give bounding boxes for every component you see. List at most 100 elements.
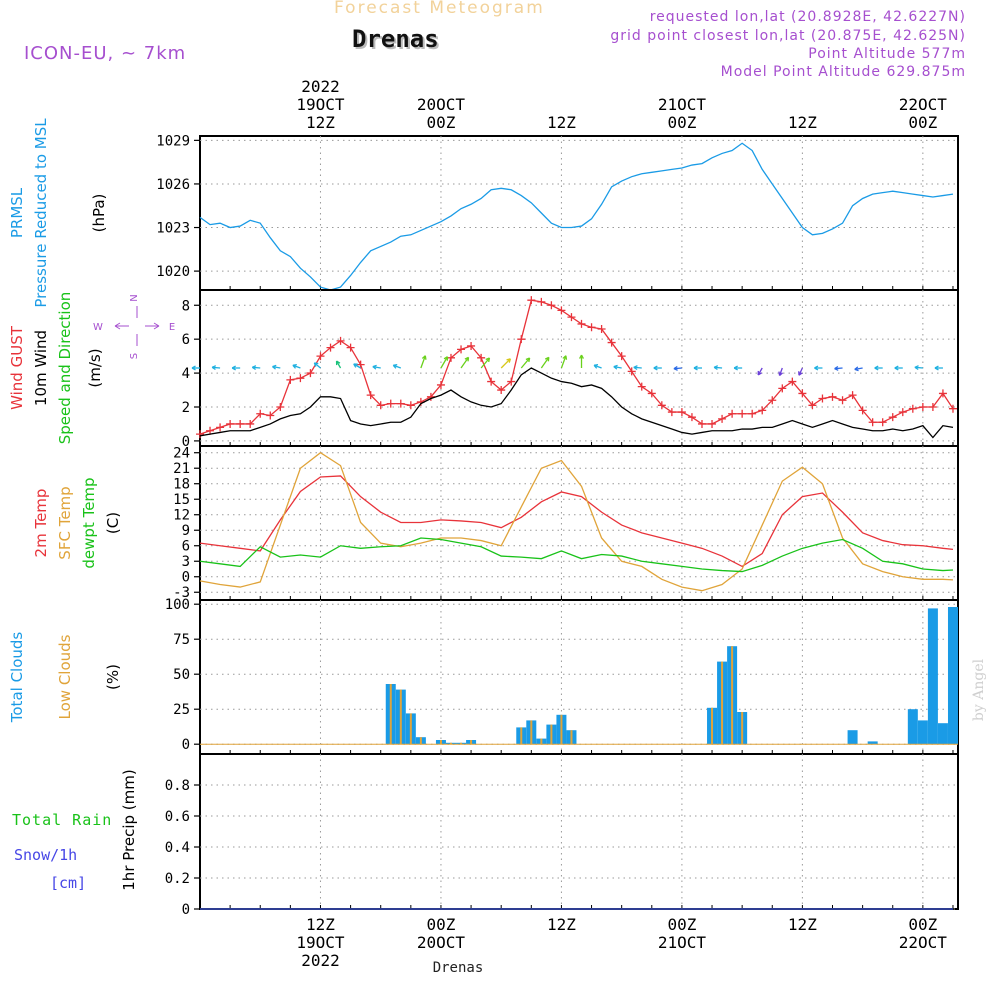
wind-arrow-head (934, 365, 939, 371)
bar-low-clouds (721, 661, 724, 745)
wind-arrow-head (443, 356, 449, 361)
snow-label: Snow/1h (14, 846, 77, 864)
gust-marker (828, 392, 837, 401)
wind-arrow-head (693, 365, 698, 371)
gust-marker (768, 396, 777, 405)
wind-direction-arrow (500, 358, 511, 369)
y-tick-label: 4 (182, 366, 190, 382)
panel-clouds: 0 25 50 75 100 (165, 597, 959, 755)
gust-marker (848, 391, 857, 400)
bar-low-clouds (439, 740, 442, 745)
wind-direction-arrow (540, 356, 550, 369)
gust-label: Wind GUST (8, 325, 26, 410)
dewpoint-label: dewpt Temp (80, 477, 98, 568)
bar-total-clouds (867, 741, 878, 745)
panel-wind: 0 2 4 6 8 (182, 289, 959, 450)
y-tick-label: 6 (182, 332, 190, 348)
gust-marker (647, 389, 656, 398)
gust-marker (477, 353, 486, 362)
wind-arrow-head (834, 365, 839, 371)
wind-arrow-head (211, 365, 217, 371)
gust-marker (938, 389, 947, 398)
panel-pressure: 1020 1023 1026 1029 (156, 133, 959, 291)
wind-arrow-head (292, 364, 297, 369)
gust-marker (587, 323, 596, 332)
y-tick-label: 0 (182, 570, 190, 586)
x-tick-label-top: 21OCT (658, 95, 707, 114)
temp-label: 2m Temp (32, 489, 50, 558)
bar-total-clouds (847, 730, 858, 745)
wind-arrow-head (613, 364, 618, 370)
gust-marker (276, 403, 285, 411)
gust-marker (718, 414, 727, 423)
y-tick-label: 1023 (156, 221, 190, 237)
x-tick-label-bottom: 12Z (306, 915, 335, 934)
wind-direction-label: Speed and Direction (56, 292, 74, 445)
gust-marker (748, 409, 757, 418)
requested-coords: requested lon,lat (20.8928E, 42.6227N) (649, 9, 966, 25)
wind-arrow-head (191, 365, 196, 371)
bar-total-clouds (917, 720, 928, 745)
gust-marker (547, 301, 556, 310)
y-tick-label: 1026 (156, 177, 190, 193)
series-line-wind (199, 367, 954, 439)
x-tick-label-bottom: 21OCT (658, 933, 707, 952)
y-tick-label: 6 (182, 539, 190, 555)
gust-marker (306, 369, 315, 378)
y-tick-label: 3 (182, 554, 190, 570)
x-tick-label-bottom: 20OCT (417, 933, 466, 952)
gust-marker (346, 343, 355, 352)
wind-arrow-head (544, 356, 550, 362)
x-tick-label-bottom: 12Z (547, 915, 576, 934)
x-tick-label-top: 19OCT (296, 95, 345, 114)
gust-marker (467, 341, 476, 350)
gust-marker (507, 377, 516, 386)
gust-marker (256, 409, 265, 418)
wind-unit: (m/s) (86, 348, 104, 387)
wind-label: 10m Wind (32, 330, 50, 406)
wind-arrow-head (525, 357, 531, 363)
wind-arrow-head (353, 363, 358, 368)
pressure-unit: (hPa) (90, 194, 108, 233)
gust-marker (457, 345, 466, 354)
wind-arrow-head (372, 364, 377, 370)
gust-marker (908, 404, 917, 413)
gust-marker (216, 423, 225, 432)
credit-watermark: by Angel (971, 658, 987, 721)
y-tick-label: 25 (173, 702, 190, 718)
bar-low-clouds (409, 713, 412, 745)
y-tick-label: 0.6 (165, 809, 190, 825)
gust-marker (617, 352, 626, 361)
x-tick-label-bottom: 22OCT (899, 933, 948, 952)
wind-arrow-head (778, 371, 784, 377)
precip-label: 1hr Precip (mm) (120, 769, 138, 890)
compass-icon (114, 306, 160, 346)
wind-direction-arrow (520, 357, 531, 369)
gust-marker (487, 377, 496, 386)
compass-west: W (93, 322, 103, 333)
wind-arrow-head (914, 365, 919, 371)
gust-marker (386, 399, 395, 408)
wind-arrow-head (854, 366, 859, 372)
gust-marker (778, 384, 787, 393)
wind-direction-arrow (560, 355, 567, 369)
bar-low-clouds (520, 727, 523, 745)
wind-arrow-head (633, 365, 638, 371)
gust-marker (286, 375, 295, 384)
wind-arrow-head (272, 364, 277, 370)
y-tick-label: 0 (182, 737, 190, 753)
gust-marker (226, 419, 235, 428)
gust-marker (728, 409, 737, 418)
sfc-temp-label: SFC Temp (56, 486, 74, 559)
compass-north: N (129, 294, 140, 301)
gust-marker (627, 367, 636, 376)
compass-south: S (129, 353, 140, 359)
gust-marker (396, 399, 405, 408)
wind-arrow-head (798, 371, 803, 376)
wind-arrow-head (733, 365, 738, 371)
x-tick-label-bottom: 00Z (667, 915, 696, 934)
x-tick-label-top: 2022 (301, 77, 340, 96)
gust-marker (888, 413, 897, 422)
series-line-sfc (199, 451, 954, 592)
bar-total-clouds (947, 607, 958, 745)
